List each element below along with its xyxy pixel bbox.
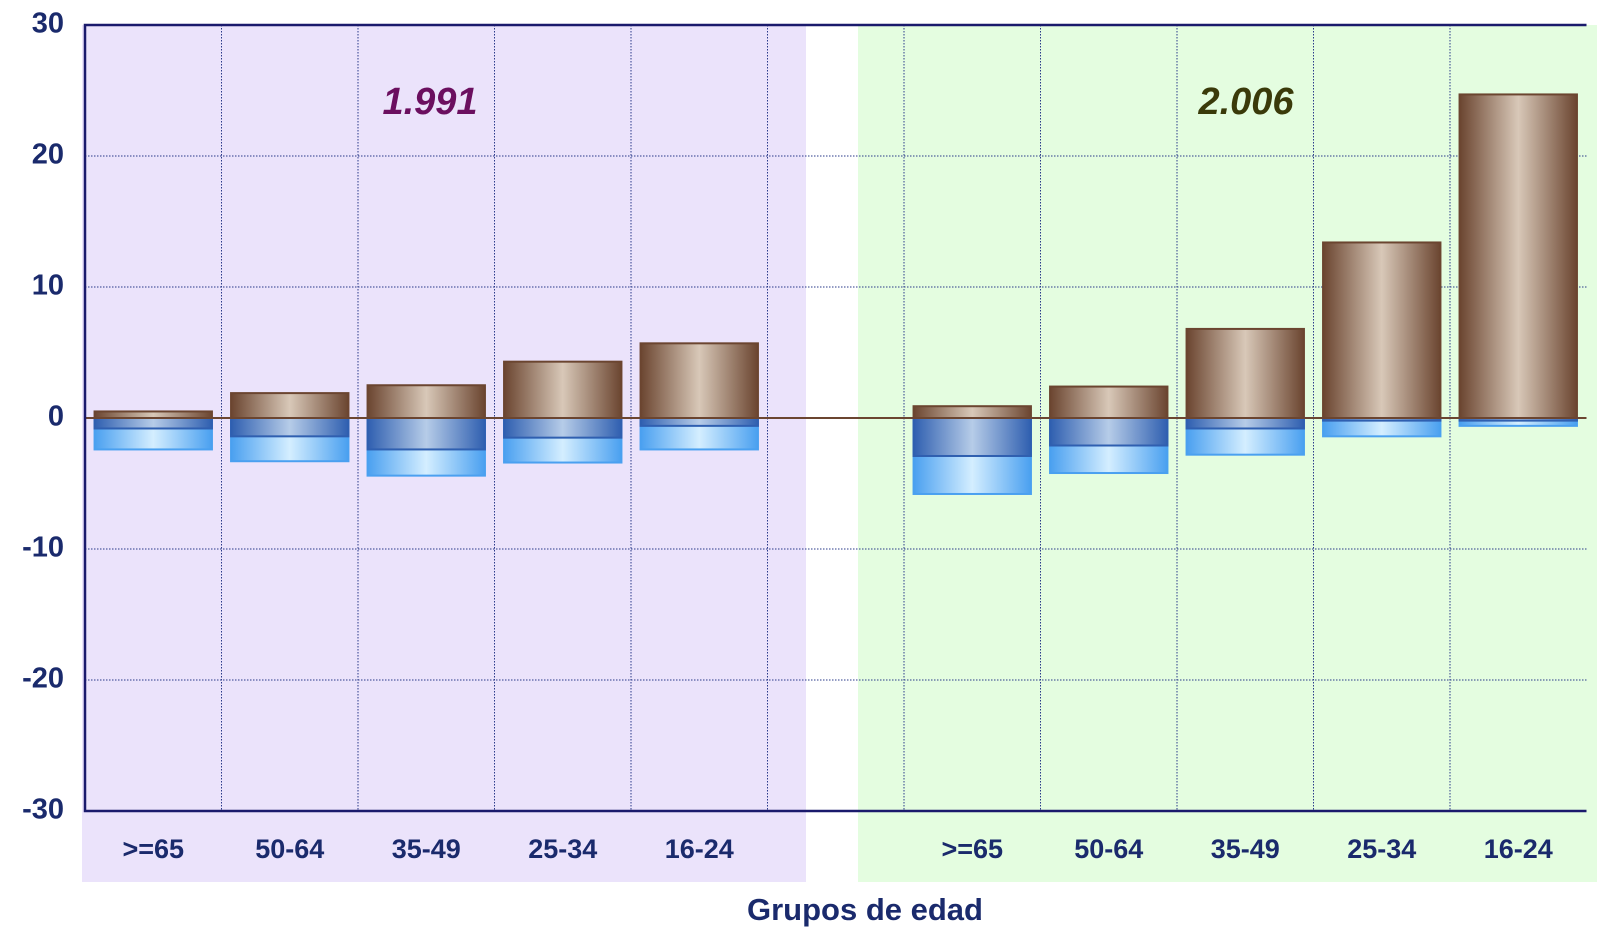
x-tick-label: >=65	[941, 834, 1003, 864]
y-tick-label: -30	[22, 794, 64, 826]
bar	[503, 360, 623, 420]
bar	[230, 392, 350, 419]
x-tick-label: 35-49	[1211, 834, 1280, 864]
bar	[366, 384, 486, 419]
x-tick-label: 35-49	[392, 834, 461, 864]
x-tick-label: 25-34	[1347, 834, 1416, 864]
x-tick-label: 25-34	[528, 834, 597, 864]
y-tick-label: 20	[32, 139, 64, 171]
bar	[1049, 417, 1169, 447]
annotation: 1.991	[382, 81, 477, 123]
bar	[912, 417, 1032, 457]
bar	[639, 417, 759, 427]
bar	[93, 410, 213, 420]
y-tick-label: 10	[32, 270, 64, 302]
bar	[1322, 241, 1442, 419]
x-tick-label: >=65	[122, 834, 184, 864]
bar	[1185, 327, 1305, 420]
bar	[503, 417, 623, 439]
bar	[1185, 417, 1305, 430]
x-axis-label: Grupos de edad	[747, 892, 983, 927]
y-tick-label: -10	[22, 532, 64, 564]
y-tick-label: 30	[32, 8, 64, 40]
bar	[1049, 385, 1169, 419]
x-tick-label: 50-64	[1074, 834, 1143, 864]
bar	[1458, 93, 1578, 420]
x-tick-label: 16-24	[665, 834, 734, 864]
bar	[93, 417, 213, 430]
bar	[366, 417, 486, 451]
bar	[230, 417, 350, 438]
y-tick-label: -20	[22, 663, 64, 695]
axis-frame	[83, 23, 1587, 813]
x-tick-label: 16-24	[1484, 834, 1553, 864]
bar	[912, 405, 1032, 419]
annotation: 2.006	[1197, 81, 1294, 123]
bar	[639, 342, 759, 419]
y-tick-label: 0	[48, 401, 64, 433]
x-tick-label: 50-64	[255, 834, 324, 864]
